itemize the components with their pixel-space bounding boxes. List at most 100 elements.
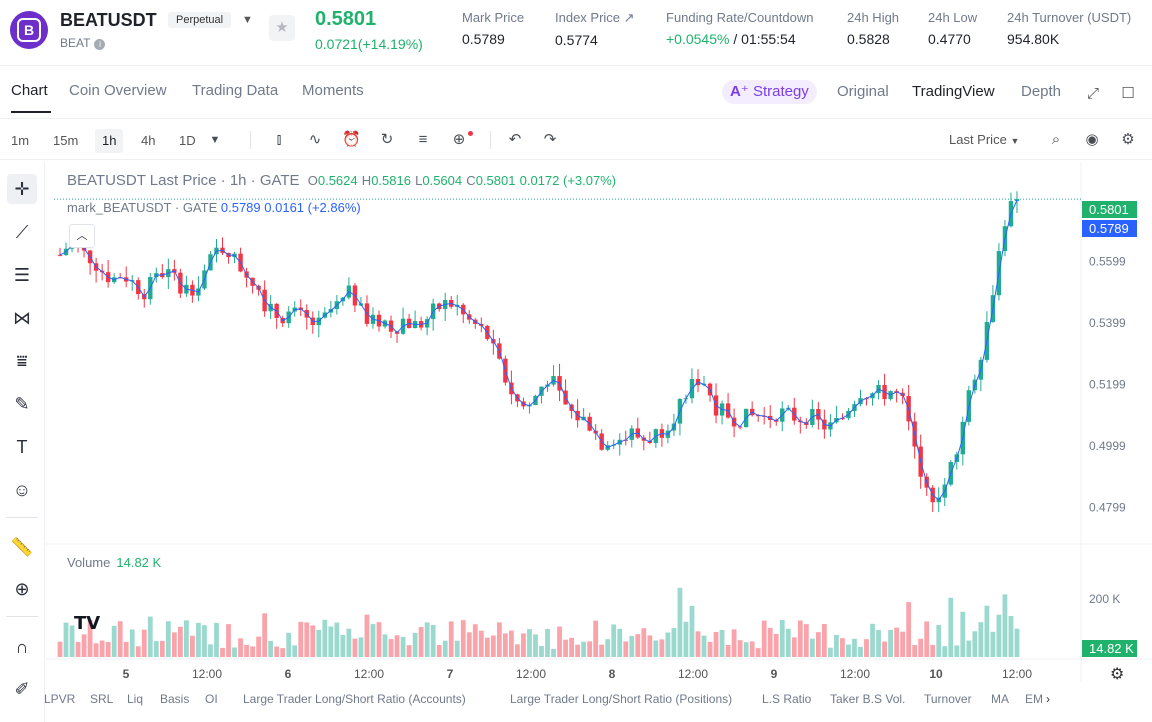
view-original[interactable]: Original <box>837 83 889 100</box>
indicator-taker-vol[interactable]: Taker B.S Vol. <box>830 692 906 706</box>
zoom-in-icon[interactable]: ⊕ <box>14 579 30 599</box>
mark-price-legend: mark_BEATUSDT · GATE 0.5789 0.0161 (+2.8… <box>67 200 361 215</box>
add-compare-icon[interactable]: ⊕ <box>452 131 466 148</box>
indicator-basis[interactable]: Basis <box>160 692 190 706</box>
collapse-legend-button[interactable]: ︿ <box>69 224 95 248</box>
timeframe-dropdown-icon[interactable]: ▼ <box>209 134 221 146</box>
indicator-srl[interactable]: SRL <box>90 692 114 706</box>
symbol-dropdown-icon[interactable]: ▼ <box>242 14 253 26</box>
timeframe-15m[interactable]: 15m <box>53 133 79 148</box>
emoji-icon[interactable]: ☺ <box>12 480 32 500</box>
volume-bar <box>376 622 382 657</box>
tab-chart[interactable]: Chart <box>11 82 48 99</box>
volume-bar <box>701 635 707 657</box>
indicator-em[interactable]: EM <box>1025 692 1043 706</box>
candle-type-icon[interactable]: ⫾ <box>276 131 282 148</box>
tab-moments[interactable]: Moments <box>302 82 364 99</box>
volume-bar <box>551 648 556 657</box>
indicators-icon[interactable]: ∿ <box>308 131 322 148</box>
horizontal-lines-icon[interactable]: ☰ <box>13 265 31 285</box>
indicator-lpvr[interactable]: LPVR <box>44 692 76 706</box>
volume-bar <box>202 625 207 657</box>
volume-bar <box>960 611 966 657</box>
undo-icon[interactable]: ↶ <box>508 131 522 148</box>
volume-bar <box>545 628 550 657</box>
stat-index-price[interactable]: Index Price ↗ 0.5774 <box>555 10 635 48</box>
price-chart[interactable]: 0.5599 0.5399 0.5199 0.4999 0.4799 5 12:00 6 12:… <box>46 162 1152 684</box>
replay-icon[interactable]: ↻ <box>380 131 394 148</box>
indicator-lt-accounts[interactable]: Large Trader Long/Short Ratio (Accounts) <box>243 692 466 706</box>
volume-bar <box>171 632 177 657</box>
symbol-name[interactable]: BEATUSDT <box>60 10 157 30</box>
volume-bar <box>743 642 749 657</box>
indicator-ma[interactable]: MA <box>991 692 1009 706</box>
tab-coin-overview[interactable]: Coin Overview <box>69 82 167 99</box>
chart-toolbar: 1m 15m 1h 4h 1D ▼ ⫾ ∿ ⏰ ↻ ≡ ⊕ ↶ ↷ Last P… <box>0 118 1152 160</box>
volume-bar <box>713 631 719 657</box>
volume-bar <box>190 635 195 657</box>
volume-bar <box>876 630 881 657</box>
pattern-icon[interactable]: ⋈ <box>13 308 31 328</box>
view-depth[interactable]: Depth <box>1021 83 1062 100</box>
volume-bar <box>665 632 671 657</box>
crosshair-icon[interactable]: ✛ <box>7 174 37 204</box>
fib-icon[interactable]: ⩸ <box>16 351 28 371</box>
expand-icon[interactable]: ⤢ <box>1086 85 1099 102</box>
tradingview-logo: 𝗧𝗩 <box>74 613 101 633</box>
tab-trading-data[interactable]: Trading Data <box>192 82 279 99</box>
template-icon[interactable]: ≡ <box>418 131 428 148</box>
timeframe-1h[interactable]: 1h <box>95 129 124 153</box>
search-icon[interactable]: ⌕ <box>1051 131 1061 148</box>
indicator-ls-ratio[interactable]: L.S Ratio <box>762 692 812 706</box>
volume-bar <box>141 629 147 657</box>
volume-bar <box>617 628 623 657</box>
volume-bar <box>304 622 310 657</box>
volume-bar <box>647 635 653 657</box>
gear-icon[interactable]: ⚙ <box>1121 131 1135 148</box>
view-tradingview[interactable]: TradingView <box>912 83 995 100</box>
timeframe-1m[interactable]: 1m <box>11 133 30 148</box>
chart-settings-icon[interactable]: ⚙ <box>1110 666 1125 683</box>
volume-bar <box>1002 594 1008 657</box>
favorite-star-icon[interactable]: ★ <box>269 15 295 41</box>
magnet-icon[interactable]: ∩ <box>15 637 29 657</box>
y-tick-label: 0.5199 <box>1089 377 1126 391</box>
indicator-oi[interactable]: OI <box>205 692 218 706</box>
price-source-select[interactable]: Last Price ▼ <box>949 132 1020 147</box>
volume-bar <box>268 640 274 657</box>
volume-bar <box>918 638 924 657</box>
redo-icon[interactable]: ↷ <box>543 131 557 148</box>
lock-drawing-icon[interactable]: ✐ <box>14 679 30 699</box>
camera-icon[interactable]: ◉ <box>1085 131 1099 148</box>
brush-icon[interactable]: ✎ <box>14 394 30 414</box>
alert-icon[interactable]: ⏰ <box>342 131 361 148</box>
y-tick-label: 0.4799 <box>1089 501 1126 515</box>
text-icon[interactable]: T <box>16 437 28 457</box>
indicator-liq[interactable]: Liq <box>127 692 144 706</box>
trend-line-icon[interactable]: ⟋ <box>15 222 29 242</box>
x-tick-label: 12:00 <box>192 667 222 681</box>
volume-bar <box>147 616 153 657</box>
timeframe-1d[interactable]: 1D <box>179 133 196 148</box>
volume-bar <box>737 640 743 657</box>
volume-bar <box>496 622 502 657</box>
volume-bar <box>111 625 117 657</box>
volume-bar <box>731 629 737 657</box>
x-tick-label: 12:00 <box>678 667 708 681</box>
volume-bar <box>659 639 665 657</box>
info-icon[interactable]: i <box>94 39 106 50</box>
volume-bar <box>539 646 544 657</box>
volume-bar <box>846 644 851 657</box>
ticker-header: B BEATUSDT Perpetual ▼ BEAT i ★ 0.5801 0.… <box>0 0 1152 66</box>
volume-bar <box>430 624 436 657</box>
indicator-lt-positions[interactable]: Large Trader Long/Short Ratio (Positions… <box>510 692 733 706</box>
candle-body <box>57 254 63 256</box>
fullscreen-icon[interactable]: ☐ <box>1121 85 1135 102</box>
volume-bar <box>924 621 930 657</box>
last-price: 0.5801 <box>315 8 377 30</box>
timeframe-4h[interactable]: 4h <box>141 133 156 148</box>
ruler-icon[interactable]: 📏 <box>10 537 34 557</box>
strategy-button[interactable]: A⁺ Strategy <box>722 80 817 104</box>
indicator-turnover[interactable]: Turnover <box>924 692 972 706</box>
chevron-right-icon[interactable]: › <box>1046 692 1050 706</box>
